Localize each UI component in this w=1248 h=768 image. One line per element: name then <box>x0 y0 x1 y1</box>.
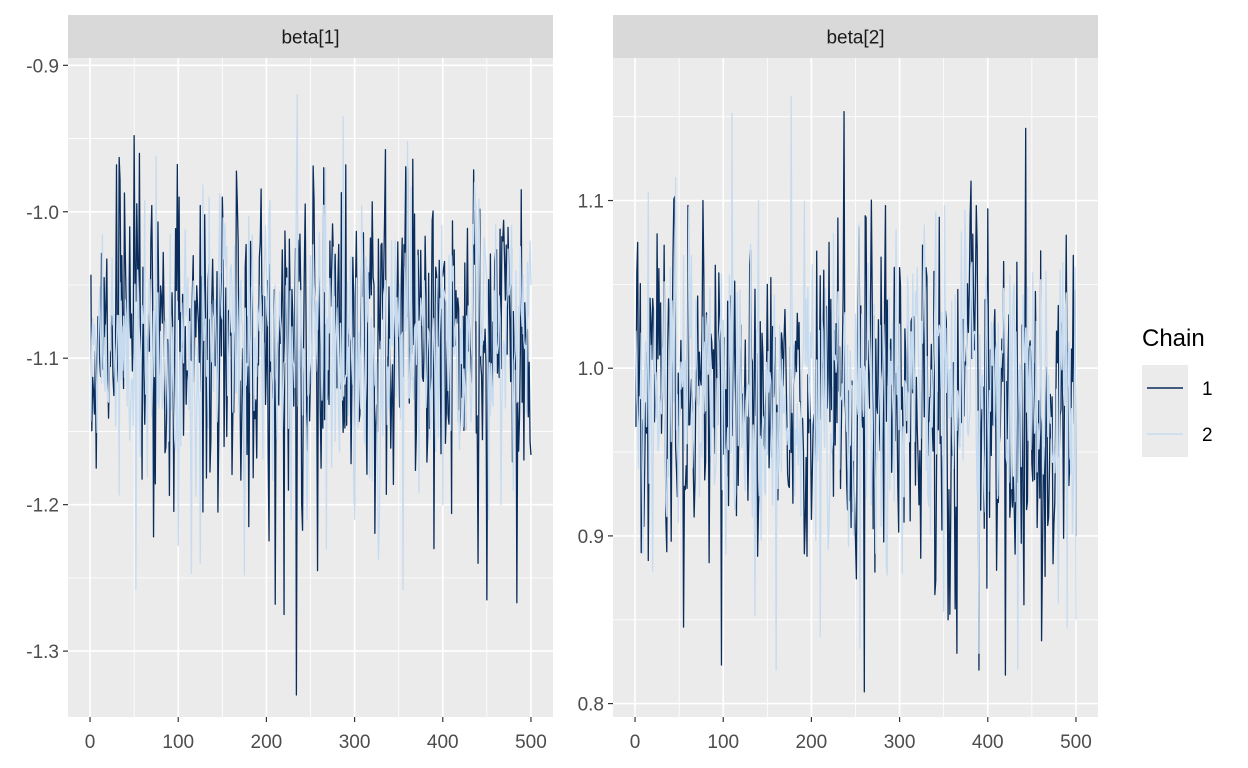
legend-label-chain-2: 2 <box>1202 425 1213 446</box>
x-tick-label: 500 <box>515 732 547 753</box>
y-tick-label: -0.9 <box>26 56 59 77</box>
facet-strip-label: beta[1] <box>281 28 339 49</box>
facet-strip <box>68 15 553 58</box>
x-tick-label: 100 <box>707 732 739 753</box>
x-tick-label: 200 <box>251 732 283 753</box>
series-line-chain-1 <box>635 111 1077 693</box>
y-tick-label: 0.9 <box>578 527 604 548</box>
series-line-chain-2 <box>635 95 1077 671</box>
x-tick-label: 500 <box>1060 732 1092 753</box>
x-tick-label: 100 <box>162 732 194 753</box>
y-tick-label: -1.1 <box>26 349 59 370</box>
legend: Chain 1 2 <box>1142 325 1213 457</box>
x-tick-label: 400 <box>427 732 459 753</box>
y-tick-label: -1.2 <box>26 496 59 517</box>
y-tick-label: 1.1 <box>578 192 604 213</box>
legend-label-chain-1: 1 <box>1202 379 1213 400</box>
facet-panel-beta-1: beta[1] 0 100 200 300 400 500 -1.3 -1.2 -1.1 -1.0 -… <box>26 15 553 753</box>
y-tick-label: -1.0 <box>26 203 59 224</box>
x-tick-label: 0 <box>630 732 641 753</box>
facet-panel-beta-2: beta[2] 0 100 200 300 400 500 0.8 0.9 1.0 1.1 <box>578 15 1098 753</box>
facet-strip <box>613 15 1098 58</box>
y-tick-label: -1.3 <box>26 642 59 663</box>
y-tick-label: 1.0 <box>578 359 604 380</box>
legend-title: Chain <box>1142 325 1205 352</box>
y-tick-label: 0.8 <box>578 695 604 716</box>
series-line-chain-2 <box>90 93 532 591</box>
x-tick-label: 300 <box>339 732 371 753</box>
x-tick-label: 0 <box>85 732 96 753</box>
x-tick-label: 300 <box>884 732 916 753</box>
x-tick-label: 200 <box>796 732 828 753</box>
x-tick-label: 400 <box>972 732 1004 753</box>
facet-strip-label: beta[2] <box>826 28 884 49</box>
